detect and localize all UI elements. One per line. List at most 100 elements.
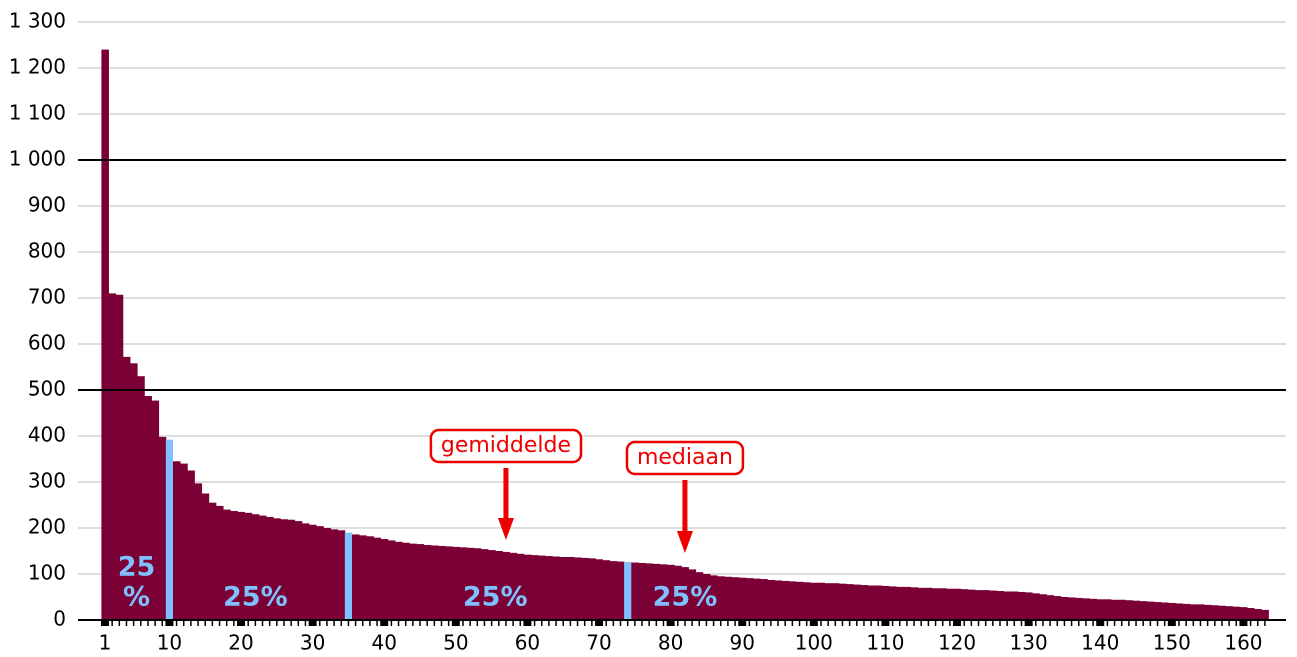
bar	[1003, 591, 1012, 620]
bar	[523, 554, 532, 620]
bar	[752, 578, 761, 620]
bar	[1139, 601, 1148, 620]
bar	[831, 583, 840, 620]
bar	[373, 537, 382, 620]
bar	[874, 585, 883, 620]
y-tick-label: 700	[28, 285, 66, 309]
bar	[1175, 603, 1183, 620]
bar	[810, 582, 818, 620]
bar	[702, 574, 711, 620]
bar	[917, 587, 926, 620]
x-tick-label: 10	[157, 631, 182, 655]
bar	[846, 584, 854, 620]
bar	[173, 461, 181, 620]
bar	[309, 524, 317, 620]
bar	[215, 505, 224, 620]
x-tick	[100, 620, 109, 626]
bar	[896, 586, 904, 620]
bar	[710, 575, 718, 620]
bar	[165, 439, 174, 620]
bar	[559, 556, 568, 620]
bar	[416, 544, 425, 620]
bar	[502, 551, 510, 620]
bar	[1039, 594, 1047, 620]
bar	[889, 586, 897, 620]
bar	[695, 572, 704, 620]
annotation-arrow-head	[497, 518, 514, 540]
bar	[774, 580, 783, 620]
bar	[151, 400, 160, 620]
bar	[595, 559, 604, 620]
bar	[1032, 593, 1040, 620]
bar	[223, 509, 231, 620]
bar	[180, 463, 188, 620]
bar	[251, 514, 260, 620]
bar	[187, 470, 195, 620]
x-tick-label: 110	[866, 631, 904, 655]
x-tick-label: 140	[1081, 631, 1119, 655]
bar	[631, 562, 639, 620]
bar	[545, 556, 553, 620]
x-tick-label: 100	[795, 631, 833, 655]
bar	[230, 510, 238, 620]
bar	[244, 512, 253, 620]
bar	[423, 545, 432, 620]
quartile-label: 25%	[223, 582, 288, 613]
annotation-box	[625, 440, 745, 476]
bar	[967, 589, 976, 620]
bar	[1125, 600, 1133, 620]
y-tick-label: 1 200	[9, 55, 66, 79]
bar	[538, 555, 546, 620]
bar	[194, 483, 203, 620]
x-tick	[1167, 620, 1176, 626]
x-tick-label: 30	[300, 631, 325, 655]
bar	[781, 580, 790, 620]
x-tick	[237, 620, 246, 626]
bar	[1153, 602, 1162, 620]
bar	[409, 543, 417, 620]
bar	[108, 293, 117, 620]
bar	[1182, 603, 1191, 620]
bar	[931, 588, 940, 620]
bar	[638, 562, 646, 620]
x-tick-label: 90	[730, 631, 755, 655]
x-tick-label: 1	[99, 631, 112, 655]
bar	[380, 539, 389, 620]
x-tick-label: 150	[1153, 631, 1191, 655]
bar	[301, 523, 310, 620]
bar	[466, 547, 475, 620]
bar	[273, 518, 281, 620]
bar	[724, 576, 732, 620]
bar	[1211, 605, 1219, 620]
bar	[745, 578, 754, 620]
bar	[294, 521, 303, 620]
x-tick	[380, 620, 389, 626]
bar	[982, 590, 990, 620]
x-tick	[165, 620, 174, 626]
bar	[996, 591, 1004, 620]
bar	[881, 585, 890, 620]
x-tick	[308, 620, 317, 626]
x-tick	[738, 620, 747, 626]
bar	[323, 528, 331, 620]
x-tick-label: 80	[658, 631, 683, 655]
bar	[1053, 596, 1062, 620]
x-tick	[809, 620, 818, 626]
bar	[616, 561, 625, 620]
bar	[974, 590, 983, 620]
bar	[158, 436, 167, 620]
bar	[788, 581, 797, 620]
bar	[1261, 609, 1269, 620]
y-tick-label: 0	[53, 607, 66, 631]
bar	[824, 583, 833, 620]
bar	[624, 562, 632, 620]
x-tick	[666, 620, 675, 626]
y-tick-label: 200	[28, 515, 66, 539]
bar	[817, 582, 825, 620]
bar	[838, 583, 847, 620]
y-tick-label: 900	[28, 193, 66, 217]
bar	[488, 550, 496, 620]
bar	[1146, 601, 1155, 620]
x-tick	[523, 620, 532, 626]
